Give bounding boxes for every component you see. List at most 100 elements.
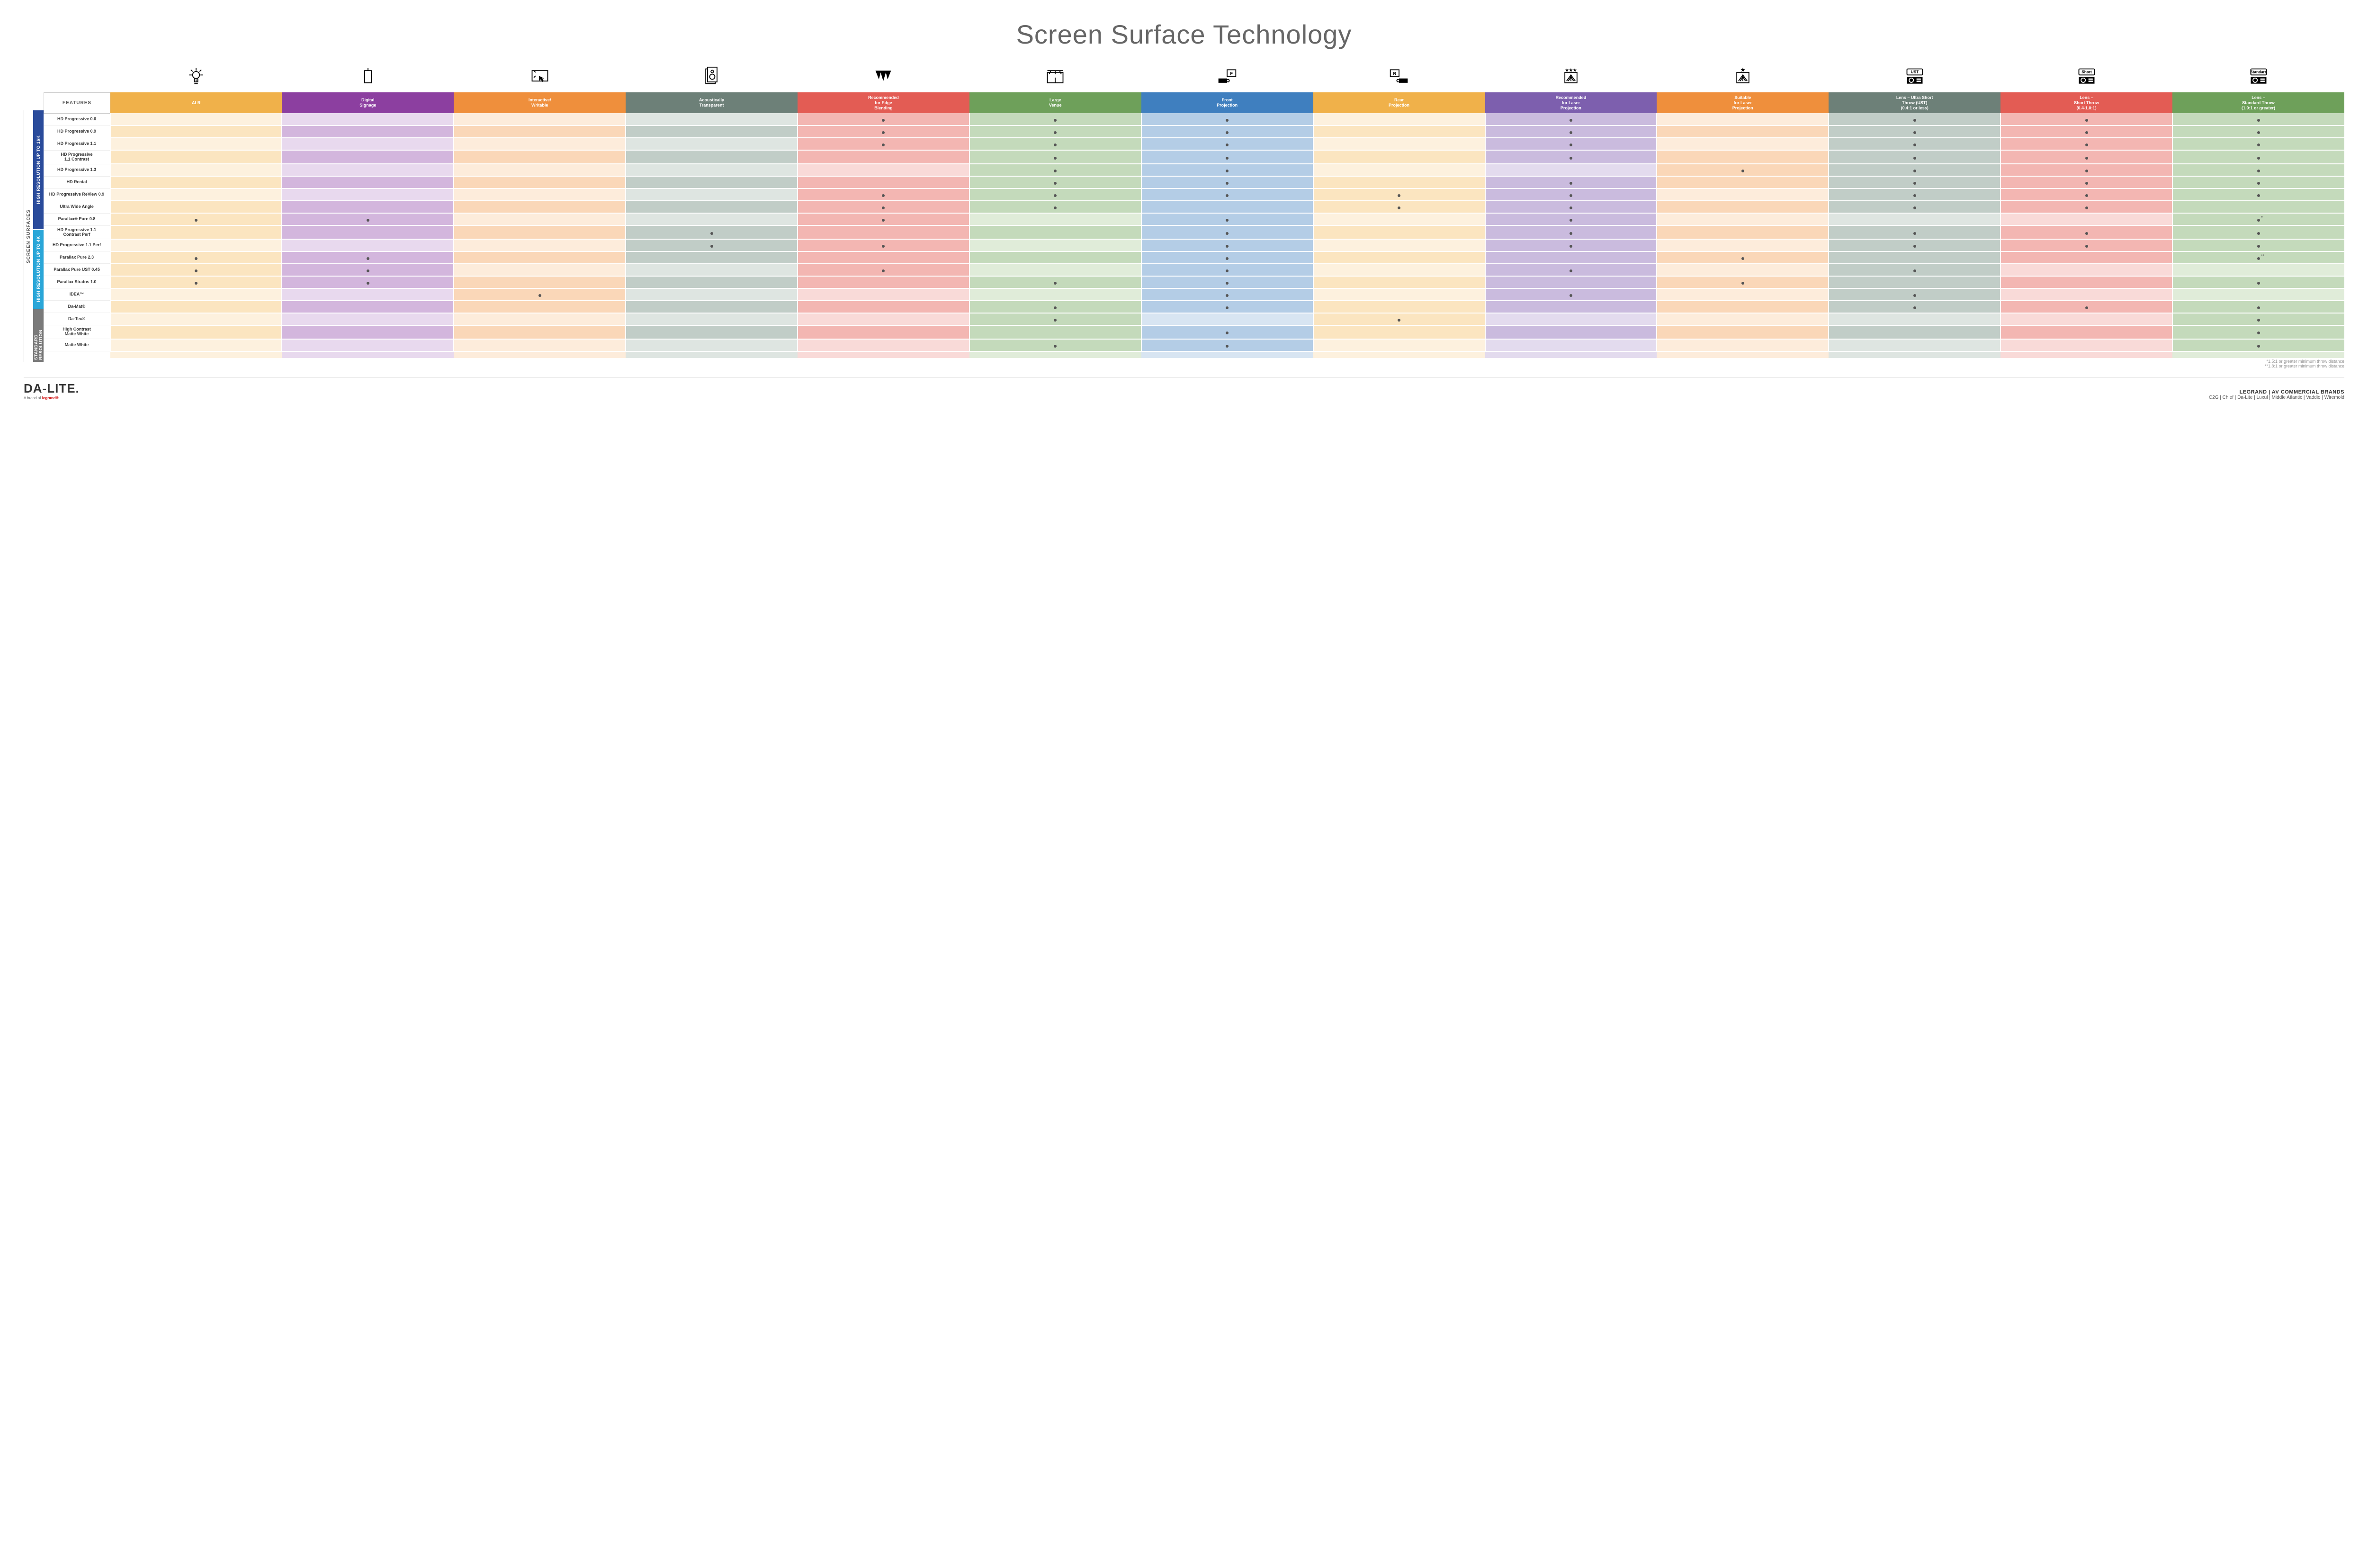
cell-large [969, 288, 1141, 301]
cell-front [1141, 251, 1313, 264]
cell-alr [110, 138, 282, 150]
row-label: Ultra Wide Angle [44, 201, 110, 213]
cell-edge [798, 301, 969, 313]
cell-signage [282, 213, 454, 225]
cell-suitlaser [1657, 188, 1829, 201]
cell-reclaser [1485, 138, 1657, 150]
cell-std: * [2172, 213, 2344, 225]
col-icon-std: Standard [2172, 64, 2344, 92]
logo-block: DA-LITE. A brand of legrand® [24, 381, 80, 400]
cell-reclaser [1485, 113, 1657, 125]
cell-suitlaser [1657, 288, 1829, 301]
cell-signage [282, 188, 454, 201]
cell-large [969, 113, 1141, 125]
cell-reclaser [1485, 264, 1657, 276]
brands-block: LEGRAND | AV COMMERCIAL BRANDS C2G | Chi… [2209, 389, 2344, 400]
row-label: HD Rental [44, 176, 110, 188]
cell-ust [1829, 201, 2000, 213]
svg-text:R: R [1393, 71, 1397, 76]
svg-text:UST: UST [1911, 70, 1919, 74]
cell-std [2172, 288, 2344, 301]
col-head-alr: ALR [110, 92, 282, 113]
cell-front [1141, 313, 1313, 325]
cell-acoustic [626, 239, 798, 251]
cell-large [969, 325, 1141, 339]
cell-std [2172, 150, 2344, 164]
cell-alr [110, 225, 282, 239]
cell-std [2172, 113, 2344, 125]
cell-reclaser [1485, 213, 1657, 225]
cell-suitlaser [1657, 150, 1829, 164]
cell-large [969, 164, 1141, 176]
table-row: HD Progressive 1.1Contrast Perf [44, 225, 2345, 239]
cell-alr [110, 125, 282, 138]
cell-std [2172, 138, 2344, 150]
row-label: HD Progressive 1.1 [44, 138, 110, 150]
cell-front [1141, 150, 1313, 164]
row-label: Matte White [44, 339, 110, 351]
cell-rear [1313, 113, 1485, 125]
cell-ust [1829, 225, 2000, 239]
cell-front [1141, 264, 1313, 276]
cell-alr [110, 213, 282, 225]
cell-interactive [454, 325, 626, 339]
cell-interactive [454, 313, 626, 325]
cell-reclaser [1485, 325, 1657, 339]
cell-suitlaser [1657, 164, 1829, 176]
cell-interactive [454, 188, 626, 201]
cell-rear [1313, 239, 1485, 251]
cell-std [2172, 276, 2344, 288]
row-label: Parallax® Pure 0.8 [44, 213, 110, 225]
col-icon-front: F [1141, 64, 1313, 92]
cell-rear [1313, 313, 1485, 325]
cell-short [2000, 188, 2172, 201]
footnotes: *1.5:1 or greater minimum throw distance… [44, 359, 2344, 368]
cell-edge [798, 313, 969, 325]
cell-signage [282, 125, 454, 138]
col-head-signage: DigitalSignage [282, 92, 454, 113]
cell-ust [1829, 313, 2000, 325]
cell-ust [1829, 288, 2000, 301]
table-row: HD Rental [44, 176, 2345, 188]
row-label: HD Progressive 1.3 [44, 164, 110, 176]
cell-edge [798, 225, 969, 239]
col-icon-interactive [454, 64, 626, 92]
cell-short [2000, 213, 2172, 225]
side-group-label: STANDARD RESOLUTION [33, 309, 44, 362]
cell-signage [282, 288, 454, 301]
cell-alr [110, 264, 282, 276]
table-row: HD Progressive1.1 Contrast [44, 150, 2345, 164]
table-row: HD Progressive 1.1 [44, 138, 2345, 150]
cell-std [2172, 239, 2344, 251]
cell-front [1141, 339, 1313, 351]
cell-front [1141, 188, 1313, 201]
table-row: Parallax Pure UST 0.45 [44, 264, 2345, 276]
cell-signage [282, 325, 454, 339]
cell-acoustic [626, 150, 798, 164]
cell-reclaser [1485, 251, 1657, 264]
cell-signage [282, 225, 454, 239]
cell-alr [110, 301, 282, 313]
cell-edge [798, 251, 969, 264]
cell-ust [1829, 339, 2000, 351]
cell-suitlaser [1657, 276, 1829, 288]
cell-std [2172, 339, 2344, 351]
cell-edge [798, 138, 969, 150]
page-title: Screen Surface Technology [24, 19, 2344, 50]
cell-reclaser [1485, 188, 1657, 201]
cell-short [2000, 251, 2172, 264]
cell-edge [798, 188, 969, 201]
cell-suitlaser [1657, 138, 1829, 150]
cell-suitlaser [1657, 201, 1829, 213]
cell-signage [282, 113, 454, 125]
cell-std [2172, 201, 2344, 213]
cell-reclaser [1485, 276, 1657, 288]
row-label: HD Progressive 1.1 Perf [44, 239, 110, 251]
cell-short [2000, 150, 2172, 164]
table-row: HD Progressive ReView 0.9 [44, 188, 2345, 201]
cell-ust [1829, 325, 2000, 339]
col-icon-signage [282, 64, 454, 92]
cell-std [2172, 188, 2344, 201]
table-row: Da-Mat® [44, 301, 2345, 313]
col-head-front: FrontProjection [1141, 92, 1313, 113]
